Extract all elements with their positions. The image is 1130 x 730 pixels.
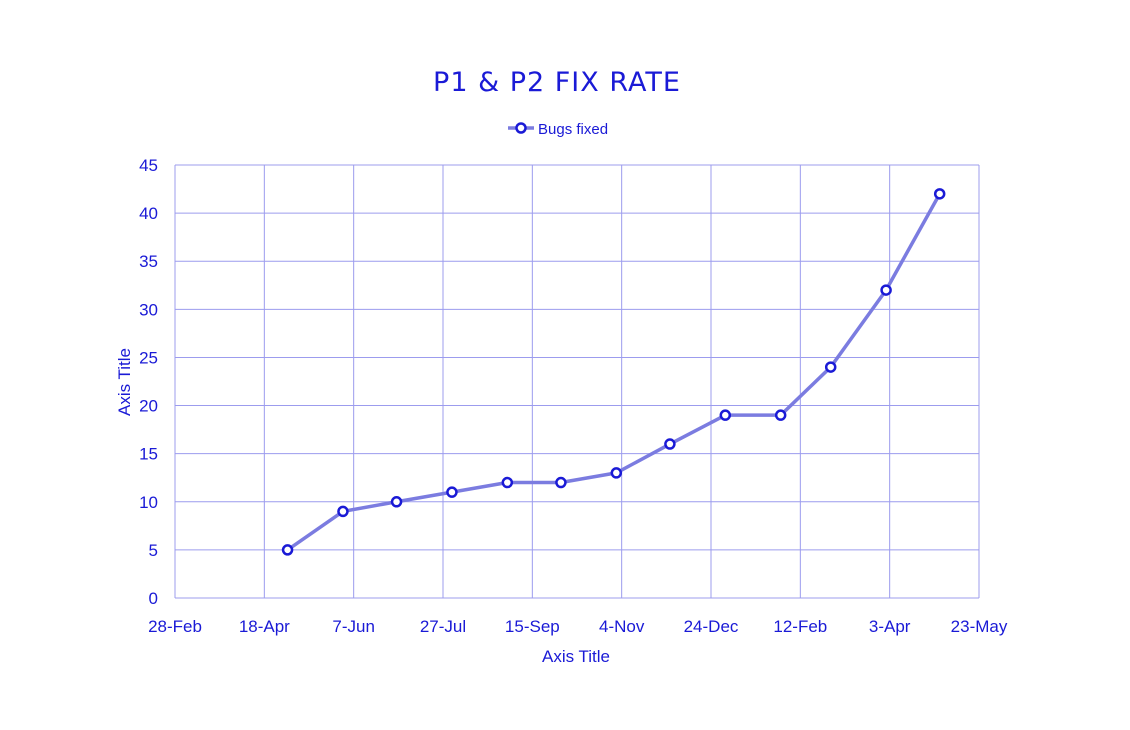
x-tick-label: 18-Apr (239, 617, 290, 636)
x-tick-label: 24-Dec (684, 617, 739, 636)
x-axis-ticks: 28-Feb 18-Apr 7-Jun 27-Jul 15-Sep 4-Nov 24-Dec… (148, 617, 1008, 636)
data-point-marker (610, 467, 623, 479)
data-point-marker (501, 476, 514, 489)
grid (174, 164, 980, 599)
data-point-marker (719, 409, 732, 421)
y-tick-label: 40 (139, 204, 158, 223)
data-point-marker (664, 438, 676, 450)
data-point-marker (390, 496, 403, 508)
legend: Bugs fixed (508, 121, 608, 138)
y-tick-label: 45 (139, 156, 158, 175)
y-tick-label: 15 (139, 445, 158, 464)
y-axis-title: Axis Title (115, 348, 134, 416)
x-axis-title: Axis Title (542, 647, 610, 666)
data-point-marker (880, 284, 892, 296)
x-tick-label: 12-Feb (773, 617, 827, 636)
data-point-marker (281, 544, 294, 556)
x-tick-label: 3-Apr (869, 617, 911, 636)
legend-label: Bugs fixed (538, 121, 608, 138)
series-line (286, 193, 942, 552)
x-tick-label: 27-Jul (420, 617, 466, 636)
series-bugs-fixed (281, 188, 946, 556)
data-point-marker (824, 361, 837, 373)
y-tick-label: 10 (139, 493, 158, 512)
y-tick-label: 20 (139, 397, 158, 416)
y-tick-label: 0 (149, 589, 158, 608)
legend-marker-icon (515, 122, 527, 134)
data-point-marker (446, 486, 458, 498)
y-tick-label: 35 (139, 252, 158, 271)
x-tick-label: 7-Jun (332, 617, 375, 636)
data-point-marker (337, 505, 349, 518)
y-axis-ticks: 0 5 10 15 20 25 30 35 40 45 (139, 156, 158, 608)
chart-title: P1 & P2 FIX RATE (433, 67, 681, 98)
data-point-marker (774, 409, 787, 421)
y-tick-label: 30 (139, 300, 158, 319)
data-point-marker (933, 188, 946, 200)
x-tick-label: 4-Nov (599, 617, 645, 636)
y-tick-label: 5 (149, 541, 158, 560)
data-point-marker (555, 476, 567, 489)
x-tick-label: 15-Sep (505, 617, 560, 636)
x-tick-label: 28-Feb (148, 617, 202, 636)
x-tick-label: 23-May (951, 617, 1008, 636)
y-tick-label: 25 (139, 348, 158, 367)
